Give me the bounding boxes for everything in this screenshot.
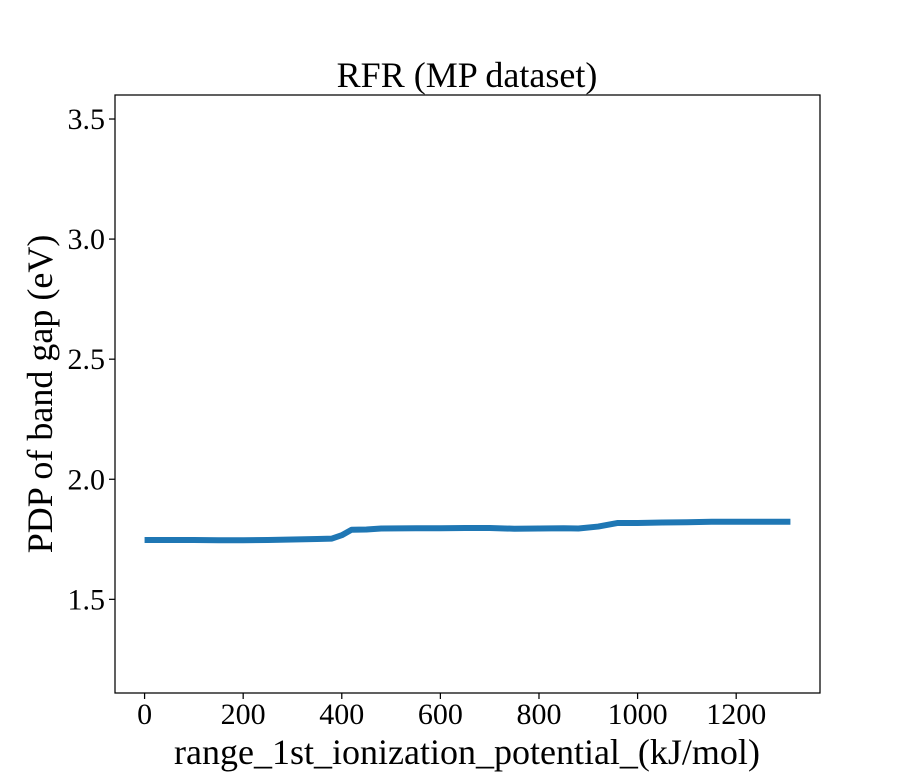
y-tick-label: 1.5 [68, 583, 106, 616]
x-tick-label: 1000 [608, 698, 668, 731]
x-tick-label: 400 [319, 698, 364, 731]
x-tick-label: 0 [137, 698, 152, 731]
series-layer [144, 518, 791, 544]
y-tick-label: 2.5 [68, 343, 106, 376]
y-axis-label: PDP of band gap (eV) [20, 235, 60, 554]
y-tick-label: 3.0 [68, 223, 106, 256]
x-axis-ticks: 0 200 400 600 800 1000 1200 [137, 693, 766, 731]
x-tick-label: 800 [516, 698, 561, 731]
series-line [144, 518, 791, 544]
plot-area-frame [114, 94, 821, 694]
y-tick-label: 2.0 [68, 463, 106, 496]
x-tick-label: 600 [418, 698, 463, 731]
x-tick-label: 1200 [706, 698, 766, 731]
x-tick-label: 200 [221, 698, 266, 731]
x-axis-label: range_1st_ionization_potential_(kJ/mol) [174, 732, 760, 772]
chart-title: RFR (MP dataset) [337, 55, 598, 95]
y-axis-ticks: 1.5 2.0 2.5 3.0 3.5 [68, 103, 115, 616]
y-tick-label: 3.5 [68, 103, 106, 136]
